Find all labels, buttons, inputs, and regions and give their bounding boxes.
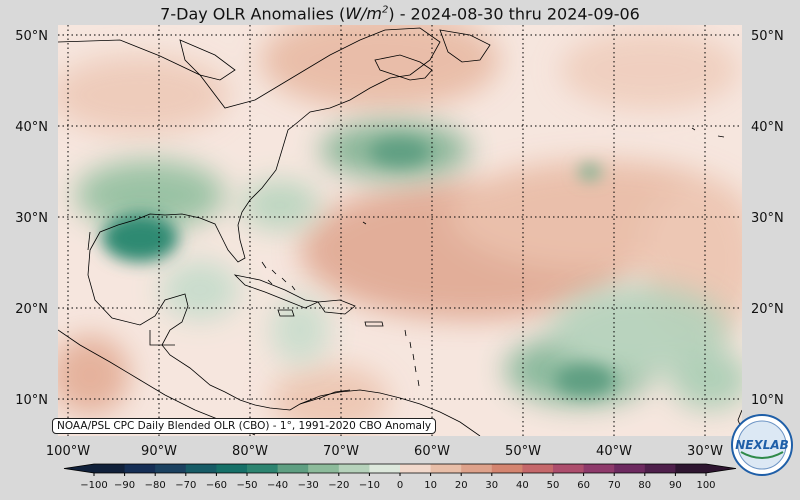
colorbar-tick-label: −80: [145, 480, 166, 491]
lon-label: 70°W: [323, 444, 359, 459]
lat-label-right: 50°N: [751, 29, 784, 44]
lat-label-left: 50°N: [15, 29, 48, 44]
colorbar-segment: [675, 464, 707, 473]
colorbar-tick-label: −10: [359, 480, 380, 491]
lat-label-left: 40°N: [15, 120, 48, 135]
colorbar-segment: [491, 464, 523, 473]
colorbar-segment: [338, 464, 370, 473]
colorbar-segment: [522, 464, 554, 473]
colorbar-segment: [644, 464, 676, 473]
colorbar-tick-label: −60: [206, 480, 227, 491]
lat-label-right: 30°N: [751, 211, 784, 226]
longitude-labels: 100°W 90°W 80°W 70°W 60°W 50°W 40°W 30°W: [46, 444, 723, 459]
colorbar-segment: [155, 464, 187, 473]
lon-label: 100°W: [46, 444, 90, 459]
nexlab-logo: NEXLAB: [731, 414, 793, 476]
lat-label-left: 10°N: [15, 393, 48, 408]
title-prefix: 7-Day OLR Anomalies (: [160, 4, 346, 24]
colorbar-tick-label: 100: [696, 480, 715, 491]
colorbar-segment: [369, 464, 401, 473]
colorbar-tick-label: 70: [608, 480, 621, 491]
colorbar-tick-label: 20: [455, 480, 468, 491]
lat-label-right: 10°N: [751, 393, 784, 408]
colorbar-tick-label: 50: [547, 480, 560, 491]
lon-label: 60°W: [414, 444, 450, 459]
colorbar-segment: [277, 464, 309, 473]
colorbar-tick-label: −20: [328, 480, 349, 491]
colorbar-max-extend: [706, 464, 736, 473]
title-unit-exponent: 2: [381, 5, 389, 16]
colorbar-tick-label: 0: [397, 480, 403, 491]
lat-label-left: 20°N: [15, 302, 48, 317]
map-title: 7-Day OLR Anomalies (W/m2) - 2024-08-30 …: [0, 0, 800, 24]
colorbar-segment: [614, 464, 646, 473]
colorbar-tick-label: 80: [638, 480, 651, 491]
colorbar-segment: [553, 464, 585, 473]
title-suffix: ) - 2024-08-30 thru 2024-09-06: [388, 4, 640, 24]
coastlines: [58, 27, 742, 436]
title-unit: W/m: [345, 4, 382, 24]
colorbar-tick-label: −70: [175, 480, 196, 491]
colorbar-segment: [94, 464, 126, 473]
colorbar-tick-label: −40: [267, 480, 288, 491]
latitude-labels: 50°N 40°N 30°N 20°N 10°N 50°N 40°N 30°N …: [15, 29, 784, 408]
colorbar-segment: [430, 464, 462, 473]
colorbar-tick-label: 90: [669, 480, 682, 491]
colorbar-segment: [461, 464, 493, 473]
lon-label: 50°W: [505, 444, 541, 459]
lon-label: 80°W: [232, 444, 268, 459]
colorbar-min-extend: [64, 464, 94, 473]
lat-label-right: 20°N: [751, 302, 784, 317]
gridlines: [58, 25, 742, 436]
colorbar-segment: [185, 464, 217, 473]
logo-text: NEXLAB: [735, 438, 789, 452]
colorbar-tick-label: 30: [485, 480, 498, 491]
colorbar-segment: [247, 464, 279, 473]
lon-label: 40°W: [596, 444, 632, 459]
colorbar-segment: [583, 464, 615, 473]
colorbar-tick-label: 60: [577, 480, 590, 491]
lat-label-right: 40°N: [751, 120, 784, 135]
source-attribution: NOAA/PSL CPC Daily Blended OLR (CBO) - 1…: [52, 418, 437, 434]
colorbar-segment: [400, 464, 432, 473]
colorbar: −100 −90 −80 −70 −60 −50 −40 −30 −20 −10 0 10 20 30 40…: [63, 463, 737, 491]
lat-label-left: 30°N: [15, 211, 48, 226]
colorbar-tick-label: −30: [298, 480, 319, 491]
anomaly-field: [58, 25, 742, 436]
colorbar-segment: [124, 464, 156, 473]
colorbar-segment: [216, 464, 248, 473]
colorbar-tick-label: 40: [516, 480, 529, 491]
colorbar-tick-label: −100: [80, 480, 107, 491]
colorbar-segment: [308, 464, 340, 473]
colorbar-tick-label: 10: [424, 480, 437, 491]
colorbar-tick-label: −90: [114, 480, 135, 491]
lon-label: 90°W: [141, 444, 177, 459]
colorbar-tick-label: −50: [236, 480, 257, 491]
lon-label: 30°W: [687, 444, 723, 459]
